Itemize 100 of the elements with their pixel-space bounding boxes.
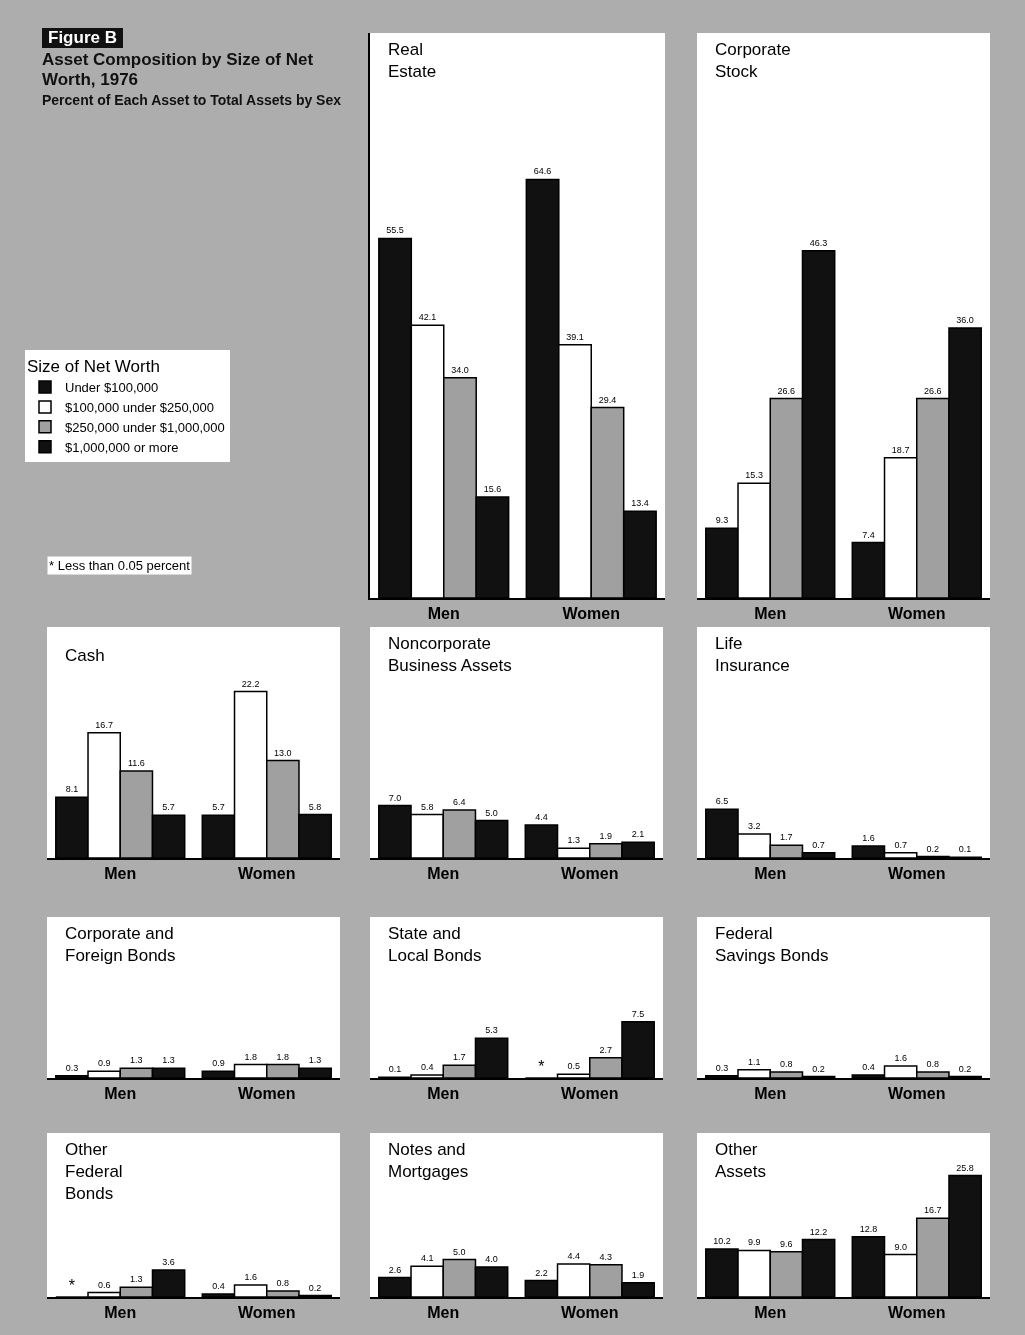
data-label: 6.5	[715, 796, 729, 807]
data-label: 15.3	[745, 470, 763, 481]
x-tick-label: Men	[754, 1304, 787, 1322]
x-tick-label: Men	[104, 865, 137, 883]
data-label: 0.7	[812, 839, 825, 850]
data-label: 1.6	[894, 1053, 907, 1063]
data-label: 0.3	[65, 1062, 79, 1073]
x-tick-label: Women	[238, 1304, 296, 1322]
data-label: 3.2	[747, 821, 761, 831]
data-label: 10.2	[713, 1235, 731, 1246]
data-label: 16.7	[924, 1205, 942, 1216]
data-label: 7.5	[631, 1008, 645, 1019]
data-label: 2.2	[535, 1267, 548, 1278]
x-tick-label: Men	[427, 865, 460, 883]
chart-title: State and Local Bonds	[388, 924, 482, 966]
data-label: 55.5	[386, 225, 404, 236]
legend-label: Under $100,000	[65, 380, 159, 396]
data-label: 13.0	[274, 747, 292, 758]
data-label: 9.9	[747, 1237, 761, 1248]
x-tick-label: Women	[561, 1304, 619, 1322]
legend-title: Size of Net Worth	[27, 357, 160, 377]
text: Asset Composition by Size of Net Worth, 1976	[42, 50, 315, 90]
data-label: 1.1	[747, 1056, 761, 1067]
data-label: 4.1	[420, 1253, 434, 1264]
x-tick-label: Men	[104, 1085, 137, 1103]
data-label: 12.2	[809, 1226, 828, 1237]
x-tick-label: Men	[104, 1304, 137, 1322]
data-label: 2.6	[388, 1264, 402, 1275]
text: * Less than 0.05 percent	[49, 558, 191, 573]
chart-title: Corporate Stock	[715, 40, 791, 82]
data-label: 5.8	[420, 801, 434, 812]
data-label: 1.7	[453, 1052, 466, 1063]
x-tick-label: Women	[888, 865, 946, 883]
data-label: 18.7	[891, 444, 910, 455]
legend-label: $1,000,000 or more	[65, 439, 179, 455]
data-label: 0.6	[97, 1279, 111, 1290]
data-label: 4.0	[485, 1254, 498, 1264]
data-label: 34.0	[451, 364, 469, 375]
x-tick-label: Men	[754, 605, 787, 623]
x-tick-label: Women	[562, 605, 620, 623]
data-label: 42.1	[418, 312, 437, 323]
data-label: 1.3	[162, 1055, 175, 1066]
data-label: 0.5	[567, 1061, 580, 1072]
x-tick-label: Women	[888, 605, 946, 623]
data-label: 12.8	[859, 1223, 878, 1234]
chart-title: Noncorporate Business Assets	[388, 634, 512, 676]
data-label: 1.9	[599, 830, 613, 841]
data-label: 0.4	[420, 1062, 434, 1072]
data-label: 5.8	[308, 801, 322, 812]
data-label: 13.4	[631, 498, 649, 509]
data-label: 0.4	[862, 1062, 875, 1072]
data-label: 4.4	[567, 1251, 580, 1261]
data-label: 0.2	[812, 1063, 825, 1074]
chart-title: Cash	[65, 645, 105, 665]
data-label: 6.4	[453, 797, 466, 807]
chart-title: Notes and Mortgages	[388, 1140, 469, 1182]
data-label: 9.6	[780, 1238, 793, 1249]
data-label: 0.7	[894, 839, 907, 850]
chart-title: Other Federal Bonds	[65, 1140, 123, 1204]
data-label: 11.6	[127, 758, 145, 768]
data-label: 22.2	[241, 678, 260, 689]
data-label: 5.0	[485, 807, 498, 818]
chart-title: Life Insurance	[715, 634, 790, 676]
data-label: 0.1	[958, 844, 972, 855]
data-label: 0.8	[926, 1059, 940, 1069]
data-label: 1.9	[631, 1269, 645, 1280]
data-label: 0.8	[276, 1278, 290, 1288]
data-label: 0.2	[926, 843, 940, 854]
data-label: 9.0	[894, 1241, 907, 1252]
text: Figure B	[42, 28, 123, 48]
data-label: 4.3	[599, 1251, 613, 1262]
data-label: *	[538, 1058, 545, 1075]
data-label: 36.0	[956, 315, 974, 325]
data-label: 5.7	[162, 802, 175, 813]
x-tick-label: Women	[238, 1085, 296, 1103]
data-label: 5.3	[485, 1025, 498, 1036]
legend-label: $250,000 under $1,000,000	[65, 419, 225, 435]
x-tick-label: Women	[561, 1085, 619, 1103]
x-tick-label: Men	[754, 865, 787, 883]
data-label: 2.7	[599, 1044, 613, 1055]
chart-title: Real Estate	[388, 40, 437, 82]
data-label: 1.3	[308, 1055, 322, 1066]
data-label: *	[68, 1277, 76, 1294]
data-label: 4.4	[535, 812, 548, 822]
text: Percent of Each Asset to Total Assets by Sex	[42, 92, 342, 108]
x-tick-label: Men	[754, 1085, 787, 1103]
data-label: 26.6	[924, 385, 942, 396]
chart-title: Corporate and Foreign Bonds	[65, 924, 176, 966]
data-label: 1.8	[244, 1051, 257, 1062]
data-label: 0.2	[958, 1063, 972, 1074]
data-label: 0.9	[212, 1058, 225, 1069]
data-label: 29.4	[598, 394, 617, 405]
data-label: 15.6	[483, 483, 502, 494]
data-label: 7.0	[388, 792, 402, 803]
x-tick-label: Men	[427, 1304, 460, 1322]
data-label: 64.6	[533, 166, 552, 177]
data-label: 3.6	[162, 1257, 175, 1267]
data-label: 0.9	[97, 1058, 111, 1069]
chart-title: Federal Savings Bonds	[715, 924, 829, 966]
data-label: 5.7	[212, 802, 225, 813]
